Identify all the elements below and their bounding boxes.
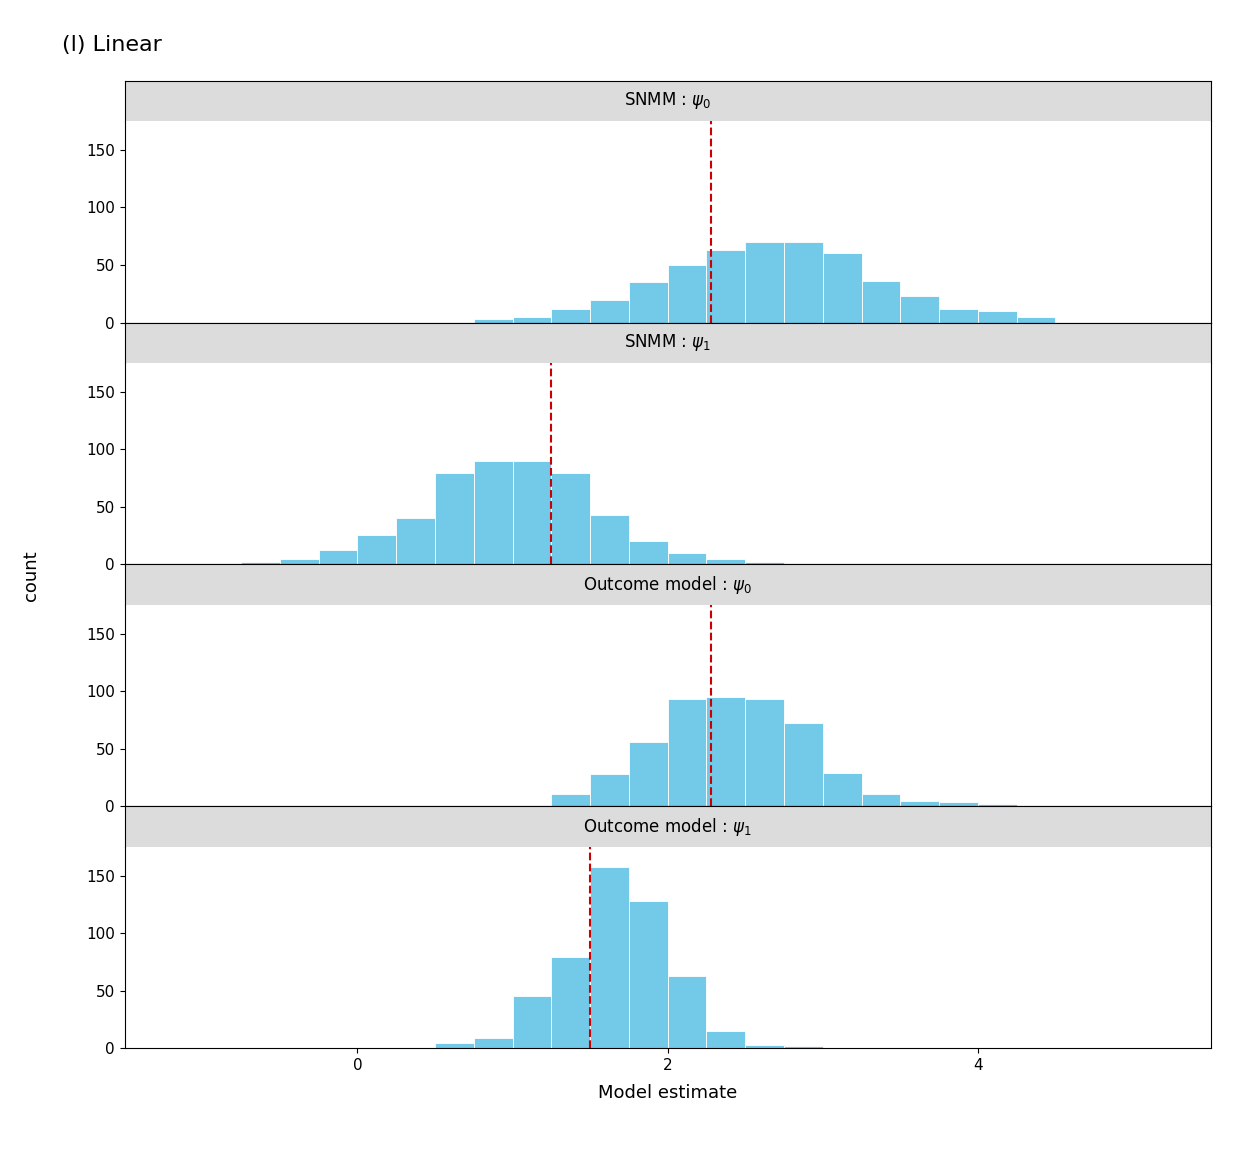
Bar [436,1043,474,1048]
Bar [513,317,552,323]
Bar [629,742,668,806]
X-axis label: Model estimate: Model estimate [598,1084,738,1102]
Bar [241,562,280,564]
Bar [552,473,590,564]
Bar [706,1031,745,1048]
Bar [280,559,318,564]
Bar [861,794,900,806]
Bar [552,309,590,323]
Bar [668,976,706,1048]
Bar [629,541,668,564]
Bar [474,319,513,323]
Bar [784,1046,822,1048]
Bar [629,282,668,323]
Bar [474,1038,513,1048]
Bar [978,804,1017,806]
Bar [513,461,552,564]
Bar [513,996,552,1048]
Bar [590,515,629,564]
Text: Outcome model : $\psi_0$: Outcome model : $\psi_0$ [583,574,753,596]
Bar [552,957,590,1048]
Bar [900,296,938,323]
Bar [474,461,513,564]
Text: SNMM : $\psi_0$: SNMM : $\psi_0$ [624,90,711,112]
Bar [668,553,706,564]
Text: Outcome model : $\psi_1$: Outcome model : $\psi_1$ [584,816,751,838]
Bar [784,242,822,323]
Bar [745,699,784,806]
Bar [900,801,938,806]
Bar [745,242,784,323]
Bar [590,867,629,1048]
Bar [397,518,436,564]
Bar [745,1045,784,1048]
Bar [938,802,978,806]
Bar [1017,317,1056,323]
Bar [822,773,861,806]
Bar [745,562,784,564]
Bar [318,550,357,564]
Bar [590,774,629,806]
Bar [706,559,745,564]
Bar [822,253,861,323]
Bar [357,535,397,564]
Bar [784,723,822,806]
Bar [938,309,978,323]
Bar [590,300,629,323]
Bar [706,250,745,323]
Bar [552,794,590,806]
Text: SNMM : $\psi_1$: SNMM : $\psi_1$ [624,332,711,354]
Bar [978,311,1017,323]
Text: count: count [22,551,40,601]
Text: (l) Linear: (l) Linear [62,35,162,54]
Bar [436,473,474,564]
Bar [668,699,706,806]
Bar [668,265,706,323]
Bar [861,281,900,323]
Bar [629,901,668,1048]
Bar [706,697,745,806]
